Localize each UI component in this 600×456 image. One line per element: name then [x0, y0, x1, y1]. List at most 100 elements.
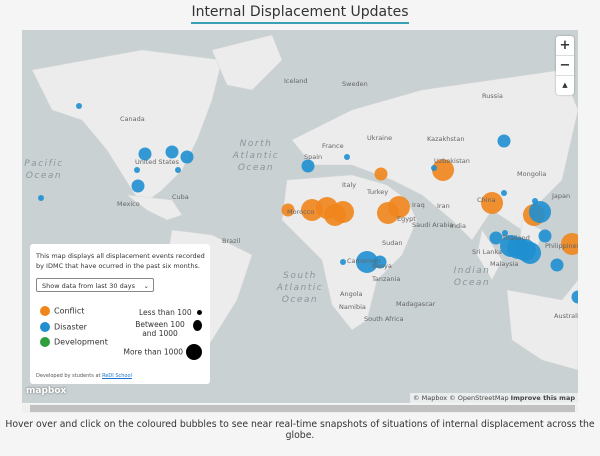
disaster-event-bubble[interactable]	[340, 259, 346, 265]
map-label: Cuba	[172, 193, 189, 201]
map-label: Iceland	[284, 77, 308, 85]
disaster-event-bubble[interactable]	[131, 179, 145, 193]
legend-size-small: Less than 100	[139, 308, 202, 317]
disaster-event-bubble[interactable]	[175, 167, 181, 173]
map-label: Italy	[342, 181, 357, 189]
legend-size-medium: Between 100 and 1000	[122, 320, 202, 338]
small-dot-icon	[197, 310, 202, 315]
disaster-event-bubble[interactable]	[38, 195, 44, 201]
compass-button[interactable]: ▲	[562, 81, 568, 89]
disaster-event-bubble[interactable]	[356, 251, 378, 273]
mapbox-logo[interactable]: mapbox	[26, 386, 67, 396]
conflict-event-bubble[interactable]	[481, 192, 503, 214]
map-label: Brazil	[222, 237, 241, 245]
conflict-event-bubble[interactable]	[374, 167, 388, 181]
conflict-event-bubble[interactable]	[561, 233, 578, 255]
land	[31, 34, 579, 371]
disaster-event-bubble[interactable]	[538, 229, 552, 243]
map-label: Turkey	[367, 188, 389, 196]
map-label: Russia	[482, 92, 503, 100]
mapbox-attribution-link[interactable]: © Mapbox	[413, 394, 448, 402]
ocean-label: Indian Ocean	[453, 266, 491, 288]
map-label: Saudi Arabia	[412, 221, 454, 229]
disaster-event-bubble[interactable]	[301, 159, 315, 173]
conflict-event-bubble[interactable]	[332, 201, 354, 223]
map-label: Mongolia	[517, 170, 547, 178]
disaster-event-bubble[interactable]	[344, 154, 350, 160]
map-label: Madagascar	[396, 300, 436, 308]
map-label: Japan	[552, 192, 571, 200]
map-label: Thailand	[502, 234, 530, 242]
map-label: Malaysia	[490, 260, 519, 268]
map-label: India	[450, 222, 466, 230]
ocean-label: North Atlantic Ocean	[232, 139, 280, 173]
map-label: Cameroon	[347, 257, 381, 265]
map-label: Tanzania	[372, 275, 401, 283]
disaster-dot-icon	[40, 322, 50, 332]
disaster-event-bubble[interactable]	[571, 290, 579, 304]
map-label: Kenya	[372, 262, 392, 270]
ocean-label: South Atlantic Ocean	[276, 271, 324, 305]
disaster-event-bubble[interactable]	[431, 165, 437, 171]
disaster-event-bubble[interactable]	[134, 167, 140, 173]
conflict-dot-icon	[40, 306, 50, 316]
map-label: Mexico	[117, 200, 140, 208]
caption: Hover over and click on the coloured bub…	[5, 419, 595, 441]
map-label: Iraq	[412, 201, 425, 209]
map-label: South Africa	[364, 315, 404, 323]
map-attribution: © Mapbox © OpenStreetMap Improve this ma…	[410, 393, 578, 403]
map-label: Canada	[120, 115, 145, 123]
scrollbar-thumb[interactable]	[30, 405, 575, 412]
map-label: Sri Lanka	[472, 248, 503, 256]
osm-attribution-link[interactable]: © OpenStreetMap	[449, 394, 509, 402]
disaster-event-bubble[interactable]	[489, 231, 503, 245]
disaster-event-bubble[interactable]	[76, 103, 82, 109]
legend-intro: This map displays all displacement event…	[36, 252, 205, 270]
map-label: Uzbekistan	[434, 157, 470, 165]
map-label: Australia	[554, 312, 578, 320]
map-label: Egypt	[397, 215, 416, 223]
map-label: Morocco	[287, 208, 315, 216]
map-label: Sudan	[382, 239, 403, 247]
disaster-event-bubble[interactable]	[497, 134, 511, 148]
zoom-in-button[interactable]: +	[556, 36, 574, 56]
map-label: Sweden	[342, 80, 368, 88]
disaster-event-bubble[interactable]	[373, 255, 387, 269]
large-dot-icon	[186, 344, 202, 360]
disaster-event-bubble[interactable]	[502, 230, 508, 236]
disaster-event-bubble[interactable]	[501, 190, 507, 196]
time-range-select[interactable]: Show data from last 30 days ⌄	[36, 278, 154, 292]
legend-size-large: More than 1000	[124, 344, 202, 360]
map-label: Kazakhstan	[427, 135, 465, 143]
zoom-controls: + − ▲	[556, 36, 574, 95]
map-label: United States	[135, 158, 180, 166]
map-label: Philippines	[545, 242, 578, 250]
disaster-event-bubble[interactable]	[519, 242, 541, 264]
legend-panel: This map displays all displacement event…	[30, 244, 210, 384]
map-label: Spain	[304, 153, 323, 161]
map-label: France	[322, 142, 344, 150]
redi-school-link[interactable]: ReDI School	[102, 373, 132, 379]
medium-dot-icon	[193, 320, 202, 331]
disaster-event-bubble[interactable]	[165, 145, 179, 159]
credit: Developed by students at ReDI School	[36, 373, 132, 379]
horizontal-scrollbar[interactable]	[22, 404, 578, 413]
map-label: Ukraine	[367, 134, 393, 142]
legend-development: Development	[40, 337, 108, 347]
improve-map-link[interactable]: Improve this map	[510, 394, 575, 402]
conflict-event-bubble[interactable]	[432, 159, 454, 181]
development-dot-icon	[40, 337, 50, 347]
conflict-event-bubble[interactable]	[281, 203, 295, 217]
disaster-event-bubble[interactable]	[138, 147, 152, 161]
legend-disaster: Disaster	[40, 322, 87, 332]
map-label: China	[477, 196, 496, 204]
disaster-event-bubble[interactable]	[180, 150, 194, 164]
disaster-event-bubble[interactable]	[550, 258, 564, 272]
map-label: Namibia	[339, 303, 366, 311]
disaster-event-bubble[interactable]	[529, 201, 551, 223]
conflict-event-bubble[interactable]	[388, 196, 410, 218]
legend-conflict: Conflict	[40, 306, 84, 316]
zoom-out-button[interactable]: −	[556, 56, 574, 76]
ocean-label: Pacific Ocean	[24, 159, 64, 181]
page-title: Internal Displacement Updates	[0, 4, 600, 24]
